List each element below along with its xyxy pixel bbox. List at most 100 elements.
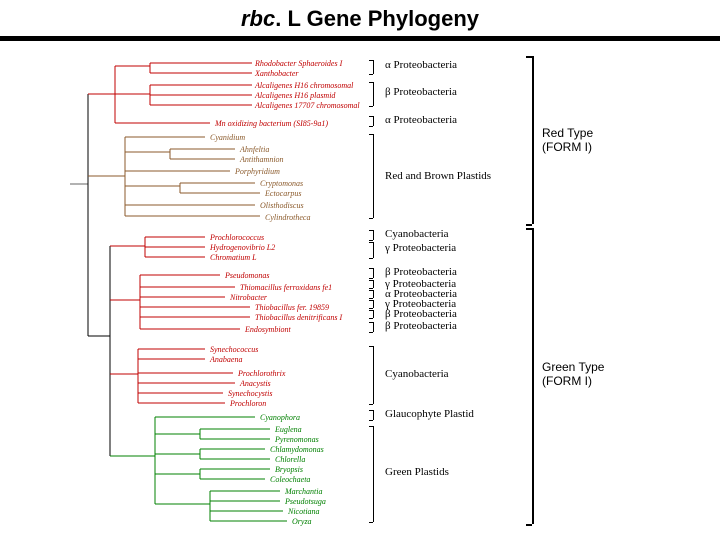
taxon-label: Ectocarpus	[265, 190, 301, 198]
type-label: Green Type(FORM I)	[542, 360, 604, 389]
group-label: Red and Brown Plastids	[385, 171, 491, 182]
taxon-label: Anabaena	[210, 356, 242, 364]
taxon-label: Pseudomonas	[225, 272, 269, 280]
group-label: α Proteobacteria	[385, 60, 457, 71]
taxon-label: Rhodobacter Sphaeroides I	[255, 60, 342, 68]
taxon-label: Xanthobacter	[255, 70, 299, 78]
group-label: β Proteobacteria	[385, 267, 457, 278]
group-bracket	[373, 346, 374, 404]
group-bracket-tick	[369, 242, 373, 243]
taxon-label: Synechocystis	[228, 390, 272, 398]
taxon-label: Pyrenomonas	[275, 436, 319, 444]
group-bracket	[373, 242, 374, 258]
taxon-label: Olisthodiscus	[260, 202, 304, 210]
group-bracket-tick	[369, 134, 373, 135]
taxon-label: Antithamnion	[240, 156, 284, 164]
type-bracket-tick	[526, 224, 532, 226]
taxon-label: Bryopsis	[275, 466, 303, 474]
taxon-label: Thiomacillus ferroxidans fe1	[240, 284, 332, 292]
taxon-label: Nitrobacter	[230, 294, 267, 302]
taxon-label: Cryptomonas	[260, 180, 303, 188]
taxon-label: Alcaligenes H16 chromosomal	[255, 82, 353, 90]
group-label: Glaucophyte Plastid	[385, 409, 474, 420]
type-bracket-tick	[526, 524, 532, 526]
taxon-label: Prochlorothrix	[238, 370, 285, 378]
group-bracket-tick	[369, 278, 373, 279]
taxon-label: Mn oxidizing bacterium (SI85-9a1)	[215, 120, 328, 128]
taxon-label: Thiobacillus fer. 19859	[255, 304, 329, 312]
group-bracket-tick	[369, 60, 373, 61]
group-label: β Proteobacteria	[385, 87, 457, 98]
taxon-label: Marchantia	[285, 488, 322, 496]
group-bracket-tick	[369, 230, 373, 231]
title-container: rbc. L Gene Phylogeny	[0, 6, 720, 32]
taxon-label: Chromatium L	[210, 254, 257, 262]
group-bracket-tick	[369, 116, 373, 117]
taxon-label: Thiobacillus denitrificans I	[255, 314, 342, 322]
group-label: Green Plastids	[385, 467, 449, 478]
taxon-label: Cylindrotheca	[265, 214, 310, 222]
taxon-label: Chlorella	[275, 456, 305, 464]
group-bracket	[373, 410, 374, 420]
group-bracket-tick	[369, 426, 373, 427]
taxon-label: Anacystis	[240, 380, 271, 388]
group-bracket-tick	[369, 522, 373, 523]
taxon-label: Alcaligenes H16 plasmid	[255, 92, 335, 100]
group-bracket-tick	[369, 420, 373, 421]
group-bracket	[373, 116, 374, 126]
type-bracket	[532, 228, 534, 524]
group-bracket	[373, 82, 374, 106]
taxon-label: Alcaligenes 17707 chromosomal	[255, 102, 360, 110]
taxon-label: Prochlorococcus	[210, 234, 264, 242]
taxon-label: Endosymbiont	[245, 326, 291, 334]
group-label: α Proteobacteria	[385, 115, 457, 126]
group-bracket-tick	[369, 404, 373, 405]
group-bracket	[373, 230, 374, 240]
group-bracket-tick	[369, 240, 373, 241]
group-label: β Proteobacteria	[385, 321, 457, 332]
group-bracket-tick	[369, 290, 373, 291]
group-bracket-tick	[369, 106, 373, 107]
taxon-label: Coleochaeta	[270, 476, 310, 484]
page-title: rbc. L Gene Phylogeny	[241, 6, 479, 32]
group-bracket-tick	[369, 300, 373, 301]
group-bracket	[373, 310, 374, 318]
group-bracket	[373, 300, 374, 308]
group-bracket-tick	[369, 258, 373, 259]
group-bracket-tick	[369, 308, 373, 309]
taxon-label: Porphyridium	[235, 168, 280, 176]
group-bracket	[373, 134, 374, 218]
taxon-label: Oryza	[292, 518, 312, 526]
group-bracket-tick	[369, 346, 373, 347]
taxon-label: Hydrogenovibrio L2	[210, 244, 275, 252]
group-label: Cyanobacteria	[385, 229, 449, 240]
group-bracket	[373, 426, 374, 522]
group-bracket-tick	[369, 310, 373, 311]
title-divider	[0, 36, 720, 41]
group-bracket-tick	[369, 126, 373, 127]
taxon-label: Ahnfeltia	[240, 146, 269, 154]
taxon-label: Chlamydomonas	[270, 446, 324, 454]
type-bracket-tick	[526, 56, 532, 58]
group-label: γ Proteobacteria	[385, 243, 456, 254]
group-bracket	[373, 268, 374, 278]
group-bracket-tick	[369, 82, 373, 83]
group-bracket-tick	[369, 280, 373, 281]
group-label: Cyanobacteria	[385, 369, 449, 380]
taxon-label: Nicotiana	[288, 508, 320, 516]
group-bracket-tick	[369, 322, 373, 323]
group-bracket-tick	[369, 332, 373, 333]
group-label: β Proteobacteria	[385, 309, 457, 320]
taxon-label: Cyanidium	[210, 134, 245, 142]
group-bracket-tick	[369, 318, 373, 319]
taxon-label: Prochloron	[230, 400, 266, 408]
group-bracket	[373, 290, 374, 298]
type-bracket-tick	[526, 228, 532, 230]
group-bracket-tick	[369, 218, 373, 219]
group-bracket	[373, 60, 374, 74]
group-bracket	[373, 322, 374, 332]
type-bracket	[532, 56, 534, 224]
type-label: Red Type(FORM I)	[542, 126, 593, 155]
group-bracket-tick	[369, 410, 373, 411]
phylogeny-tree: Rhodobacter Sphaeroides I Xanthobacter Alc…	[70, 56, 670, 526]
